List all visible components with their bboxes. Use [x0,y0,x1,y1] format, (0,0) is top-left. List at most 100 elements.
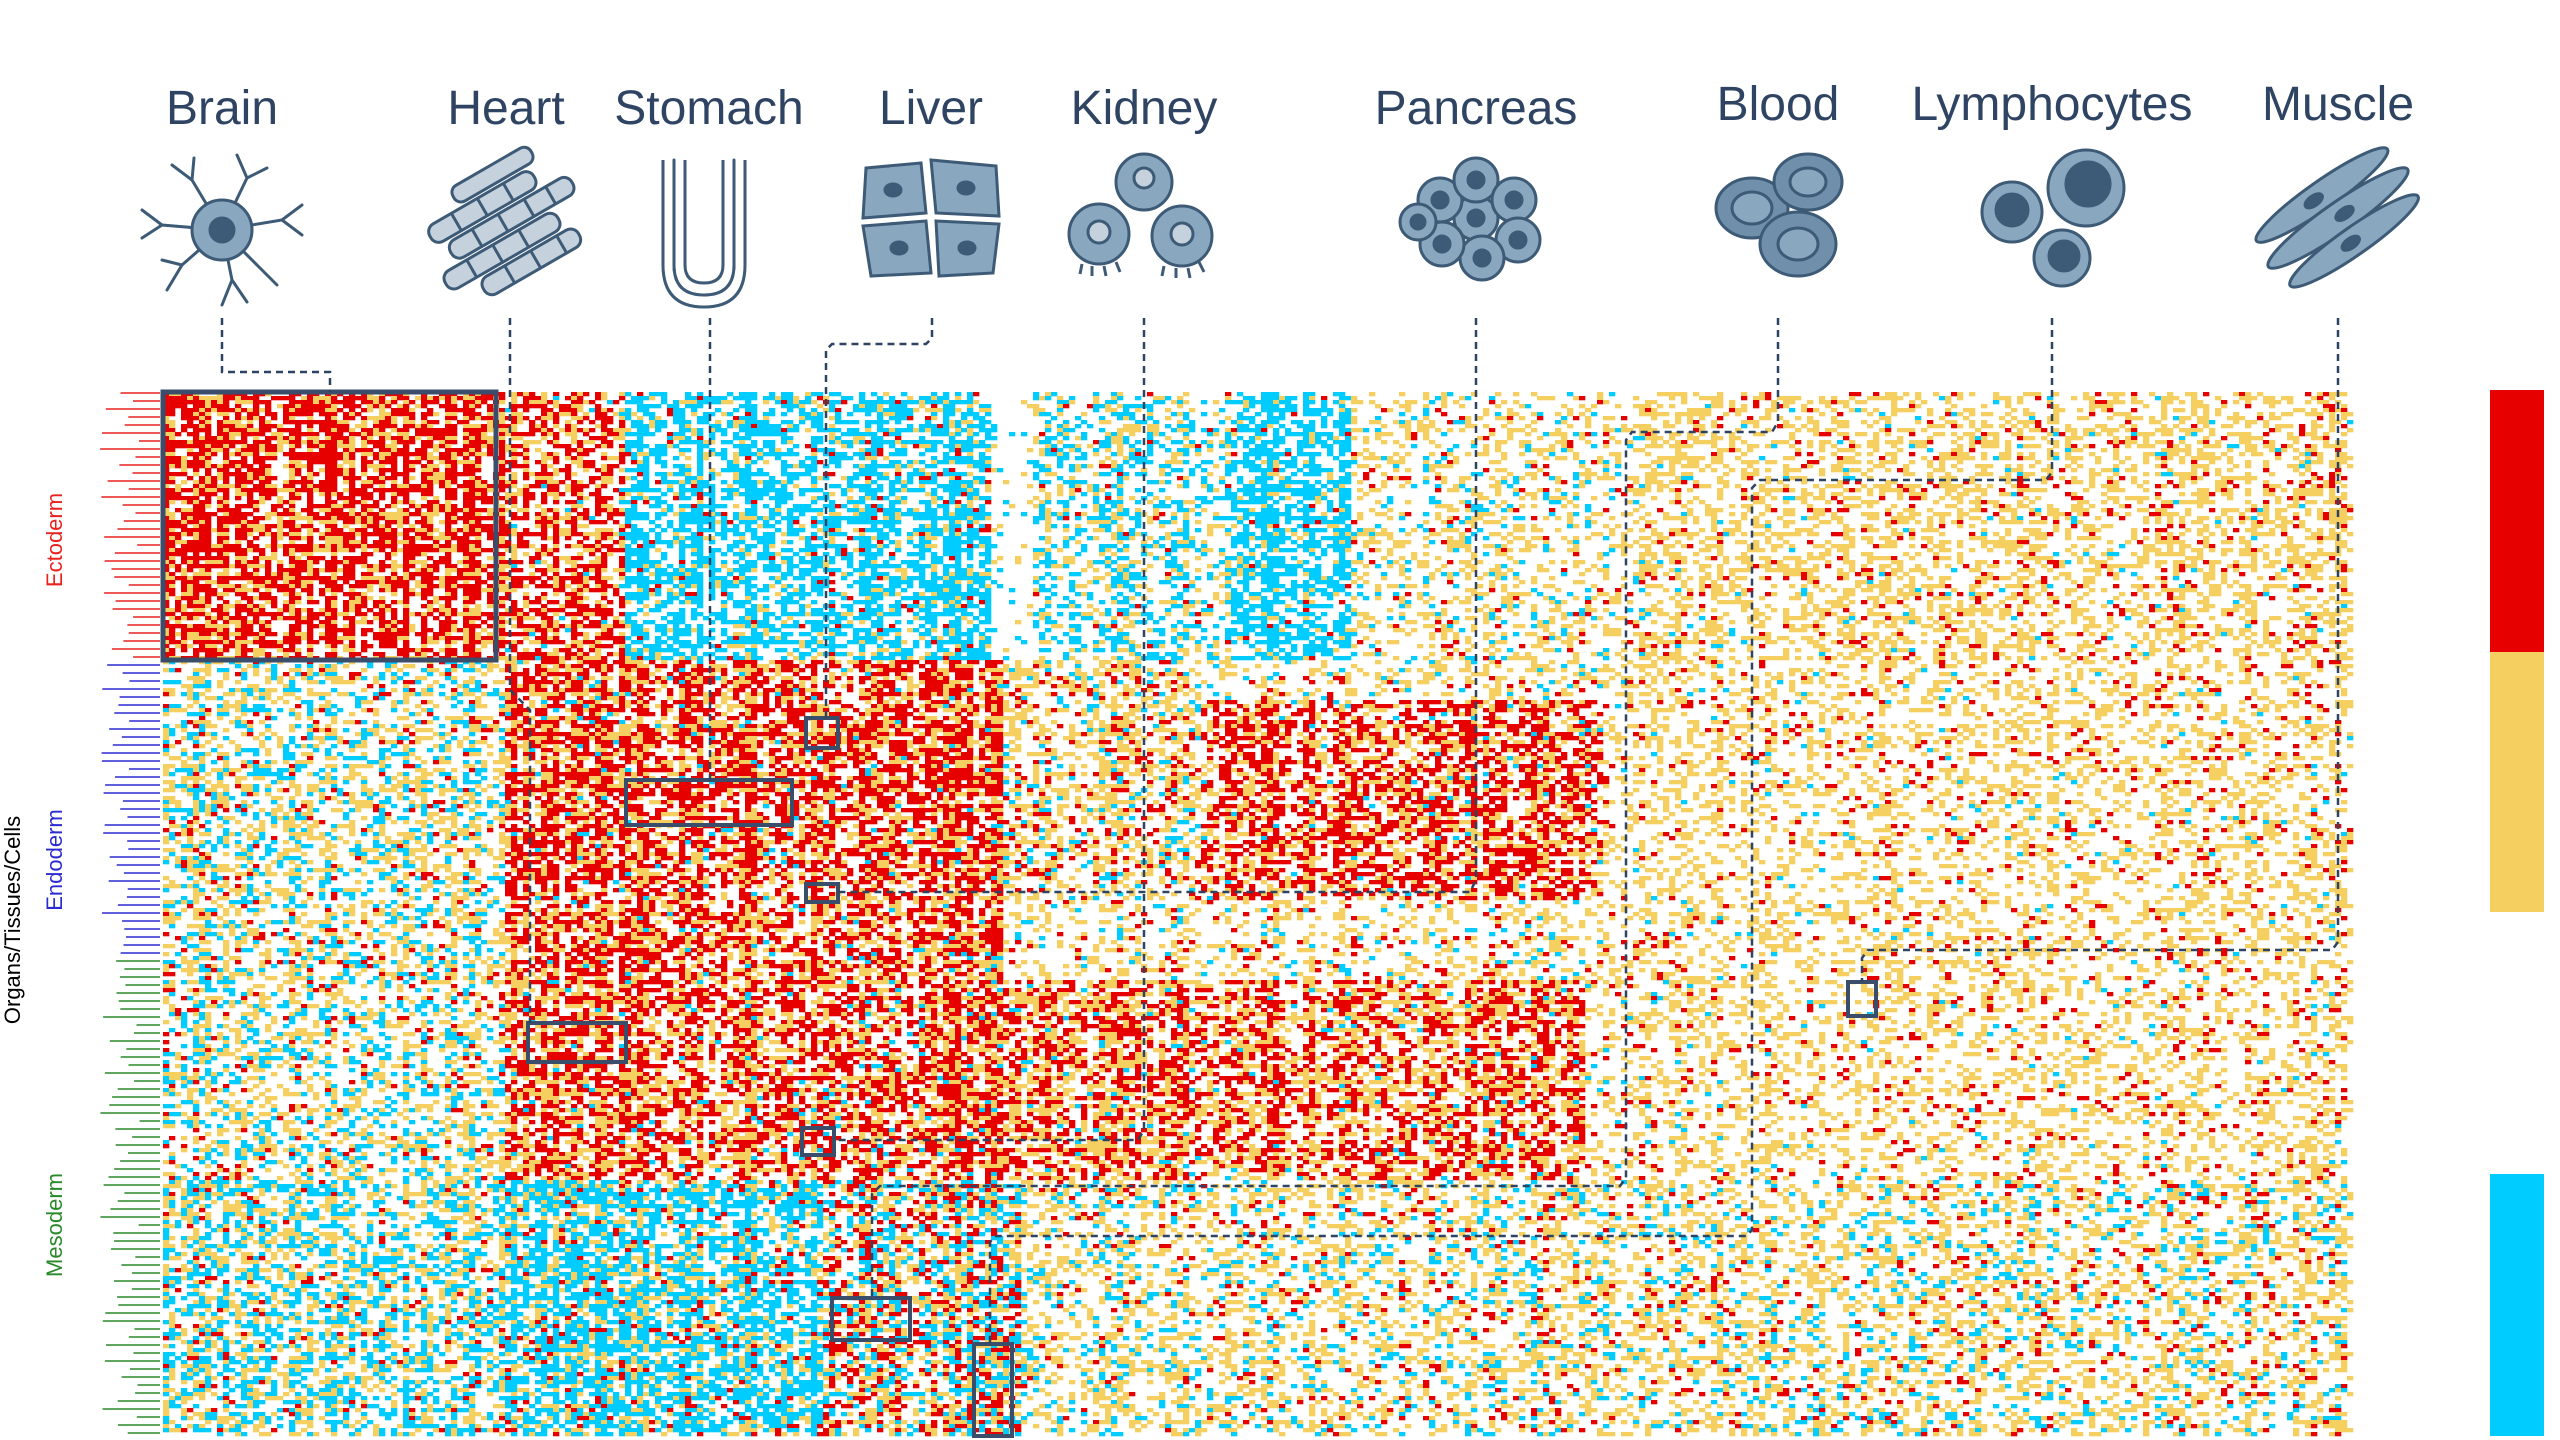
heatmap-cell [481,444,487,448]
heatmap-cell [217,408,235,412]
heatmap-cell [565,424,571,428]
heatmap-cell [1999,488,2005,492]
heatmap-cell [679,424,685,428]
heatmap-cell [1783,484,1789,488]
heatmap-cell [703,456,709,460]
heatmap-cell [559,408,577,412]
heatmap-cell [733,452,739,456]
heatmap-cell [595,444,601,448]
heatmap-cell [445,492,457,496]
heatmap-cell [655,460,667,464]
heatmap-cell [1819,472,1825,476]
heatmap-cell [289,468,295,472]
heatmap-cell [1387,408,1393,412]
heatmap-cell [1495,468,1507,472]
heatmap-cell [931,428,949,432]
heatmap-cell [1945,420,1957,424]
heatmap-cell [667,436,673,440]
heatmap-cell [553,444,571,448]
heatmap-cell [1117,404,1123,408]
heatmap-cell [817,476,823,480]
heatmap-cell [499,476,505,480]
heatmap-cell [1165,448,1171,452]
heatmap-cell [2239,396,2257,400]
heatmap-cell [1183,444,1195,448]
heatmap-cell [559,468,571,472]
heatmap-cell [1147,492,1153,496]
heatmap-cell [2125,428,2131,432]
heatmap-cell [1231,428,1237,432]
heatmap-cell [1183,400,1189,404]
heatmap-cell [841,432,877,436]
heatmap-cell [2011,484,2017,488]
heatmap-cell [871,452,877,456]
heatmap-cell [1441,476,1447,480]
heatmap-cell [619,456,625,460]
heatmap-cell [415,432,457,436]
heatmap-cell [931,404,937,408]
heatmap-cell [1537,396,1555,400]
heatmap-cell [1531,428,1537,432]
heatmap-cell [439,396,445,400]
heatmap-cell [877,408,883,412]
heatmap-cell [2203,472,2209,476]
heatmap-cell [247,428,259,432]
heatmap-cell [1117,432,1123,436]
heatmap-cell [865,464,895,468]
heatmap-cell [421,476,427,480]
heatmap-cell [223,436,229,440]
heatmap-cell [289,476,295,480]
heatmap-cell [1675,488,1681,492]
heatmap-cell [349,492,373,496]
heatmap-cell [1705,404,1711,408]
heatmap-cell [2155,428,2173,432]
heatmap-cell [253,404,259,408]
heatmap-cell [853,408,877,412]
heatmap-cell [2311,420,2317,424]
heatmap-cell [511,396,517,400]
heatmap-cell [1165,396,1171,400]
heatmap-cell [955,392,961,396]
heatmap-cell [2143,456,2149,460]
heatmap-cell [361,408,367,412]
heatmap-cell [517,416,523,420]
heatmap-cell [2287,436,2299,440]
heatmap-cell [661,400,667,404]
heatmap-cell [2143,472,2149,476]
heatmap-cell [1741,392,1747,396]
heatmap-cell [1633,492,1645,496]
heatmap-cell [1363,436,1369,440]
heatmap-cell [1297,468,1303,472]
heatmap-cell [2245,448,2257,452]
heatmap-cell [439,456,451,460]
heatmap-cell [2107,408,2113,412]
heatmap-cell [1045,428,1051,432]
heatmap-cell [781,440,787,444]
heatmap-cell [1177,428,1189,432]
heatmap-cell [1567,412,1573,416]
heatmap-cell [1729,404,1735,408]
heatmap-cell [1645,480,1663,484]
heatmap-cell [1123,408,1129,412]
heatmap-cell [2281,488,2287,492]
heatmap-cell [361,460,373,464]
heatmap-cell [2179,400,2185,404]
heatmap-cell [421,484,427,488]
heatmap-cell [253,460,265,464]
heatmap-cell [829,452,835,456]
heatmap-cell [259,416,265,420]
heatmap-cell [469,448,475,452]
heatmap-cell [1627,488,1651,492]
heatmap-cell [727,392,733,396]
heatmap-cell [2119,424,2125,428]
heatmap-cell [1987,432,1999,436]
heatmap-cell [1909,400,1915,404]
heatmap-cell [2125,444,2131,448]
heatmap-cell [1879,416,1891,420]
heatmap-cell [1057,396,1063,400]
heatmap-cell [253,436,259,440]
heatmap-cell [1135,472,1147,476]
heatmap-cell [1765,412,1771,416]
heatmap-cell [235,408,241,412]
